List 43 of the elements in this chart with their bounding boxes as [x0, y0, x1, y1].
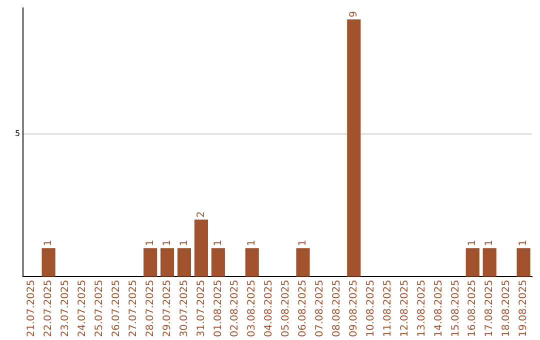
data-label: 1	[518, 240, 530, 246]
x-tick-label: 07.08.2025	[314, 280, 326, 338]
x-tick-label: 10.08.2025	[365, 280, 376, 338]
x-tick-label: 14.08.2025	[433, 280, 444, 338]
x-tick-label: 29.07.2025	[162, 280, 173, 338]
x-tick-label: 28.07.2025	[144, 280, 156, 338]
x-tick-label: 23.07.2025	[60, 280, 72, 338]
x-tick-label: 27.07.2025	[128, 280, 139, 338]
x-tick-label: 26.07.2025	[110, 280, 122, 338]
data-label: 1	[484, 240, 496, 246]
x-tick-label: 24.07.2025	[77, 280, 88, 338]
x-tick-label: 16.08.2025	[467, 280, 478, 338]
data-label: 1	[144, 240, 156, 246]
x-tick-label: 19.08.2025	[518, 280, 530, 338]
x-tick-label: 11.08.2025	[382, 280, 394, 338]
x-tick-label: 03.08.2025	[246, 280, 258, 338]
data-label: 1	[162, 240, 173, 246]
x-tick-label: 21.07.2025	[26, 280, 38, 338]
x-tick-label: 01.08.2025	[212, 280, 224, 338]
data-label: 1	[178, 240, 190, 246]
x-tick-label: 05.08.2025	[280, 280, 292, 338]
data-label: 1	[212, 240, 224, 246]
data-label: 1	[246, 240, 258, 246]
x-tick-label: 13.08.2025	[416, 280, 428, 338]
data-label: 1	[467, 240, 478, 246]
data-label: 9	[348, 11, 360, 18]
x-tick-label: 17.08.2025	[484, 280, 496, 338]
x-tick-label: 08.08.2025	[332, 280, 343, 338]
x-tick-label: 31.07.2025	[196, 280, 207, 338]
y-tick-label: 5	[14, 128, 20, 138]
x-tick-label: 30.07.2025	[178, 280, 190, 338]
x-tick-label: 12.08.2025	[399, 280, 410, 338]
x-tick-label: 09.08.2025	[348, 280, 360, 338]
data-label: 2	[196, 211, 207, 218]
x-tick-label: 02.08.2025	[230, 280, 241, 338]
x-tick-label: 22.07.2025	[43, 280, 54, 338]
x-tick-label: 18.08.2025	[501, 280, 512, 338]
x-tick-label: 04.08.2025	[264, 280, 275, 338]
x-tick-label: 15.08.2025	[450, 280, 462, 338]
x-tick-label: 06.08.2025	[298, 280, 309, 338]
data-label: 1	[43, 240, 54, 246]
data-label: 1	[298, 240, 309, 246]
x-tick-label: 25.07.2025	[94, 280, 106, 338]
